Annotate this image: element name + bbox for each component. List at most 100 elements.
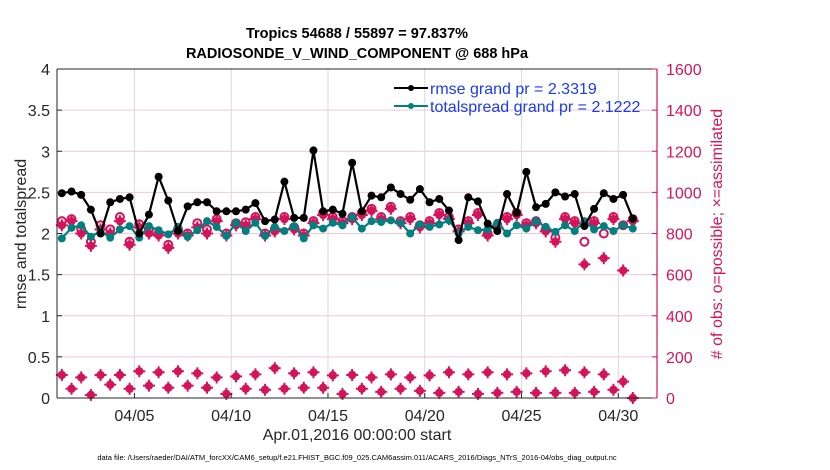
- obs-small-point: [559, 364, 572, 377]
- x-ticks: 04/05 04/10 04/15 04/20 04/25 04/30: [114, 393, 638, 425]
- obs-small-point: [75, 371, 88, 384]
- obs-small-series: [55, 362, 639, 404]
- totalspread-point: [261, 231, 270, 240]
- totalspread-point: [106, 233, 115, 242]
- obs-possible-point: [66, 214, 77, 225]
- obs-small-point: [394, 382, 407, 395]
- y-tick-label-right: 1400: [666, 103, 702, 120]
- obs-small-point: [375, 385, 388, 398]
- obs-small-point: [288, 367, 301, 380]
- obs-possible-point: [434, 207, 445, 218]
- obs-small-point: [346, 368, 359, 381]
- chart-subtitle: RADIOSONDE_V_WIND_COMPONENT @ 688 hPa: [186, 46, 529, 62]
- obs-small-point: [568, 386, 581, 399]
- rmse-point: [77, 190, 86, 199]
- totalspread-point: [541, 222, 550, 231]
- obs-small-point: [268, 362, 281, 375]
- x-tick-label: 04/05: [114, 408, 154, 425]
- rmse-point: [357, 207, 366, 216]
- obs-small-point: [597, 368, 610, 381]
- x-tick-label: 04/20: [405, 408, 445, 425]
- totalspread-point: [561, 221, 570, 230]
- totalspread-point: [406, 229, 415, 238]
- obs-possible-point: [579, 236, 590, 247]
- obs-small-point: [365, 371, 378, 384]
- rmse-point: [406, 195, 415, 204]
- totalspread-point: [425, 222, 434, 231]
- rmse-point: [551, 188, 560, 197]
- totalspread-point: [357, 224, 366, 233]
- obs-small-point: [278, 382, 291, 395]
- rmse-point: [628, 214, 637, 223]
- obs-small-point: [462, 368, 475, 381]
- obs-small-point: [607, 383, 620, 396]
- x-tick-label: 04/25: [501, 408, 541, 425]
- obs-assimilated-point: [597, 252, 610, 265]
- y-tick-label-right: 1200: [666, 144, 702, 161]
- totalspread-point: [396, 218, 405, 227]
- y-ticks-left: 0 0.5 1 1.5 2 2.5 3 3.5 4: [28, 62, 62, 408]
- rmse-point: [135, 229, 144, 238]
- obs-small-point: [317, 381, 330, 394]
- rmse-point: [319, 207, 328, 216]
- totalspread-series: [57, 213, 637, 243]
- y-tick-label-right: 1000: [666, 185, 702, 202]
- totalspread-point: [309, 221, 318, 230]
- rmse-point: [367, 191, 376, 200]
- rmse-point: [261, 217, 270, 226]
- obs-small-point: [530, 386, 543, 399]
- rmse-point: [348, 158, 357, 167]
- totalspread-point: [280, 227, 289, 236]
- obs-small-point: [181, 379, 194, 392]
- obs-small-point: [578, 366, 591, 379]
- totalspread-point: [415, 220, 424, 229]
- totalspread-point: [338, 221, 347, 230]
- obs-small-point: [162, 381, 175, 394]
- obs-small-point: [249, 368, 262, 381]
- chart-title: Tropics 54688 / 55897 = 97.837%: [246, 26, 468, 42]
- obs-small-point: [481, 366, 494, 379]
- totalspread-point: [570, 227, 579, 236]
- totalspread-point: [483, 225, 492, 234]
- rmse-series: [57, 146, 637, 245]
- totalspread-point: [328, 218, 337, 227]
- rmse-point: [444, 206, 453, 215]
- totalspread-point: [464, 222, 473, 231]
- rmse-point: [396, 190, 405, 199]
- y-tick-label: 0.5: [28, 350, 50, 367]
- rmse-point: [435, 194, 444, 203]
- rmse-point: [144, 210, 153, 219]
- totalspread-point: [512, 221, 521, 230]
- y-tick-label-right: 600: [666, 268, 693, 285]
- rmse-point: [570, 190, 579, 199]
- y-axis-label-right: # of obs: o=possible; ×=assimilated: [709, 109, 726, 359]
- totalspread-point: [290, 222, 299, 231]
- obs-possible-point: [124, 236, 135, 247]
- y-tick-label: 1.5: [28, 268, 50, 285]
- rmse-point: [328, 205, 337, 214]
- y-tick-label: 3.5: [28, 103, 50, 120]
- obs-small-point: [142, 379, 155, 392]
- rmse-point: [241, 205, 250, 214]
- rmse-point: [57, 189, 66, 198]
- totalspread-point: [386, 216, 395, 225]
- obs-small-point: [201, 381, 213, 394]
- obs-small-point: [491, 386, 504, 399]
- obs-small-point: [549, 386, 562, 399]
- obs-small-point: [539, 365, 552, 378]
- rmse-point: [86, 205, 95, 214]
- obs-small-point: [55, 368, 68, 381]
- rmse-point: [173, 227, 182, 236]
- obs-small-point: [326, 369, 339, 382]
- obs-small-point: [588, 385, 601, 398]
- totalspread-point: [532, 217, 541, 226]
- totalspread-point: [435, 220, 444, 229]
- rmse-point: [67, 187, 76, 196]
- obs-possible-point: [56, 216, 67, 227]
- obs-small-point: [442, 366, 455, 379]
- rmse-point: [473, 197, 482, 206]
- obs-small-point: [94, 368, 107, 381]
- rmse-point: [164, 196, 173, 205]
- rmse-point: [493, 227, 502, 236]
- rmse-point: [106, 198, 115, 207]
